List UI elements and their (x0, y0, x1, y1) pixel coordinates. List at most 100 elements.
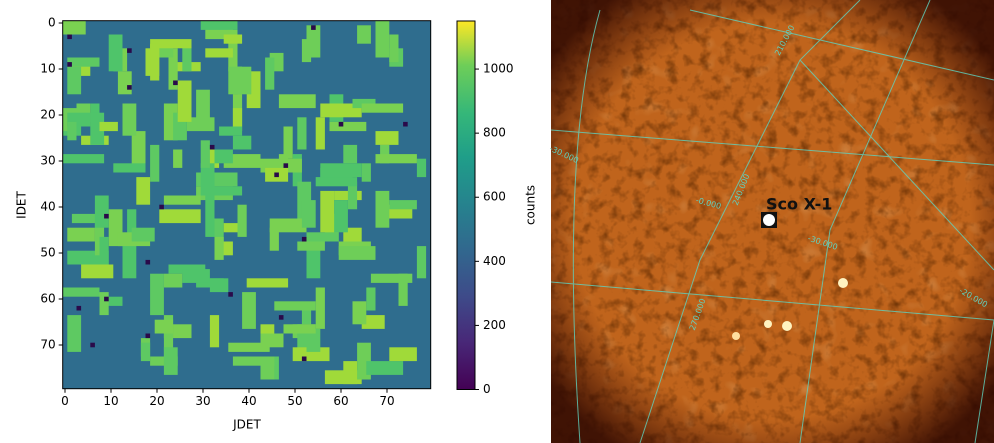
heatmap-block (62, 154, 105, 164)
heatmap-block (324, 370, 362, 385)
heatmap-block (163, 315, 174, 357)
heatmap-block (398, 273, 408, 306)
x-tick-label: 70 (379, 394, 394, 408)
dead-pixel (67, 62, 72, 67)
heatmap-block (306, 246, 321, 279)
heatmap-block (159, 209, 201, 224)
heatmap-block (380, 144, 390, 164)
heatmap-block (150, 39, 192, 49)
heatmap-block (214, 236, 224, 260)
heatmap-block (182, 269, 210, 283)
heatmap-block (389, 347, 417, 362)
y-tick-label: 30 (40, 154, 55, 168)
dead-pixel (67, 34, 72, 40)
heatmap-block (416, 158, 427, 178)
heatmap-block (361, 315, 385, 329)
heatmap-block (306, 232, 339, 242)
heatmap-block (389, 200, 417, 210)
dead-pixel (209, 144, 215, 150)
dead-pixel (338, 121, 344, 127)
heatmap-block (150, 144, 160, 182)
heatmap-block (301, 200, 316, 228)
colorbar (456, 20, 476, 390)
heatmap-block (375, 131, 399, 145)
y-tick-label: 50 (40, 246, 55, 260)
heatmap-block (136, 177, 151, 205)
heatmap-block (223, 223, 243, 233)
heatmap-block (99, 236, 109, 274)
heatmap-block (315, 117, 325, 150)
heatmap-block (320, 163, 362, 178)
dead-pixel (127, 48, 132, 53)
heatmap-block (67, 121, 77, 141)
heatmap-block (338, 246, 376, 260)
heatmap-block (232, 135, 252, 150)
x-tick-label: 40 (241, 394, 256, 408)
heatmap-block (182, 43, 192, 72)
heatmap-block (209, 278, 229, 293)
heatmap-block (297, 117, 307, 150)
heatmap-block (150, 273, 164, 316)
x-tick-label: 10 (103, 394, 118, 408)
heatmap-block (62, 20, 86, 35)
dead-pixel (173, 80, 178, 86)
colorbar-label: counts (524, 185, 538, 225)
heatmap-block (347, 181, 358, 210)
colorbar-tick-label: 800 (483, 126, 506, 140)
heatmap-block (315, 287, 325, 329)
coordinate-grid (551, 0, 994, 443)
heatmap-block (150, 43, 160, 81)
heatmap-block (154, 319, 174, 334)
heatmap-block (214, 218, 224, 247)
heatmap-block (90, 112, 105, 145)
heatmap-block (200, 163, 215, 196)
heatmap-block (237, 66, 252, 95)
heatmap-block (301, 39, 312, 63)
dead-pixel (159, 204, 164, 210)
heatmap-block (260, 333, 284, 348)
heatmap-block (219, 126, 243, 136)
dead-pixel (76, 305, 82, 311)
heatmap-block (274, 301, 316, 311)
heatmap-block (205, 48, 233, 58)
y-tick-label: 40 (40, 200, 55, 214)
heatmap-block (343, 144, 358, 164)
x-tick-label: 60 (333, 394, 348, 408)
heatmap-block (62, 287, 100, 297)
heatmap-block (301, 305, 312, 325)
heatmap-block (200, 140, 210, 168)
heatmap-block (214, 149, 233, 164)
dead-pixel (104, 213, 109, 219)
heatmap-block (67, 66, 82, 95)
heatmap-block (283, 126, 293, 159)
heatmap-block (108, 34, 123, 72)
heatmap-block (122, 103, 137, 136)
heatmap-block (173, 149, 183, 168)
heatmap-block (67, 227, 95, 242)
heatmap-block (260, 356, 275, 380)
dead-pixel (403, 121, 408, 127)
sources (732, 212, 848, 340)
x-tick-label: 20 (149, 394, 164, 408)
heatmap-block (209, 315, 220, 348)
heatmap-block (283, 324, 316, 334)
heatmap-block (200, 20, 238, 30)
colorbar-tick-label: 400 (483, 254, 506, 268)
heatmap-block (131, 227, 155, 242)
heatmap-block (81, 264, 114, 279)
heatmap-block (320, 103, 362, 118)
y-axis-label: IDET (15, 190, 29, 218)
heatmap-block (416, 246, 427, 279)
dead-pixel (301, 236, 307, 242)
heatmap-block (366, 287, 376, 311)
dead-pixel (127, 85, 132, 90)
y-tick-label: 20 (40, 108, 55, 122)
y-tick-label: 70 (40, 338, 55, 352)
heatmap-block (366, 361, 404, 375)
heatmap-block (269, 227, 279, 251)
y-tick-label: 0 (48, 16, 56, 30)
heatmap-block (163, 273, 183, 288)
dead-pixel (283, 163, 289, 168)
heatmap-block (389, 34, 399, 63)
